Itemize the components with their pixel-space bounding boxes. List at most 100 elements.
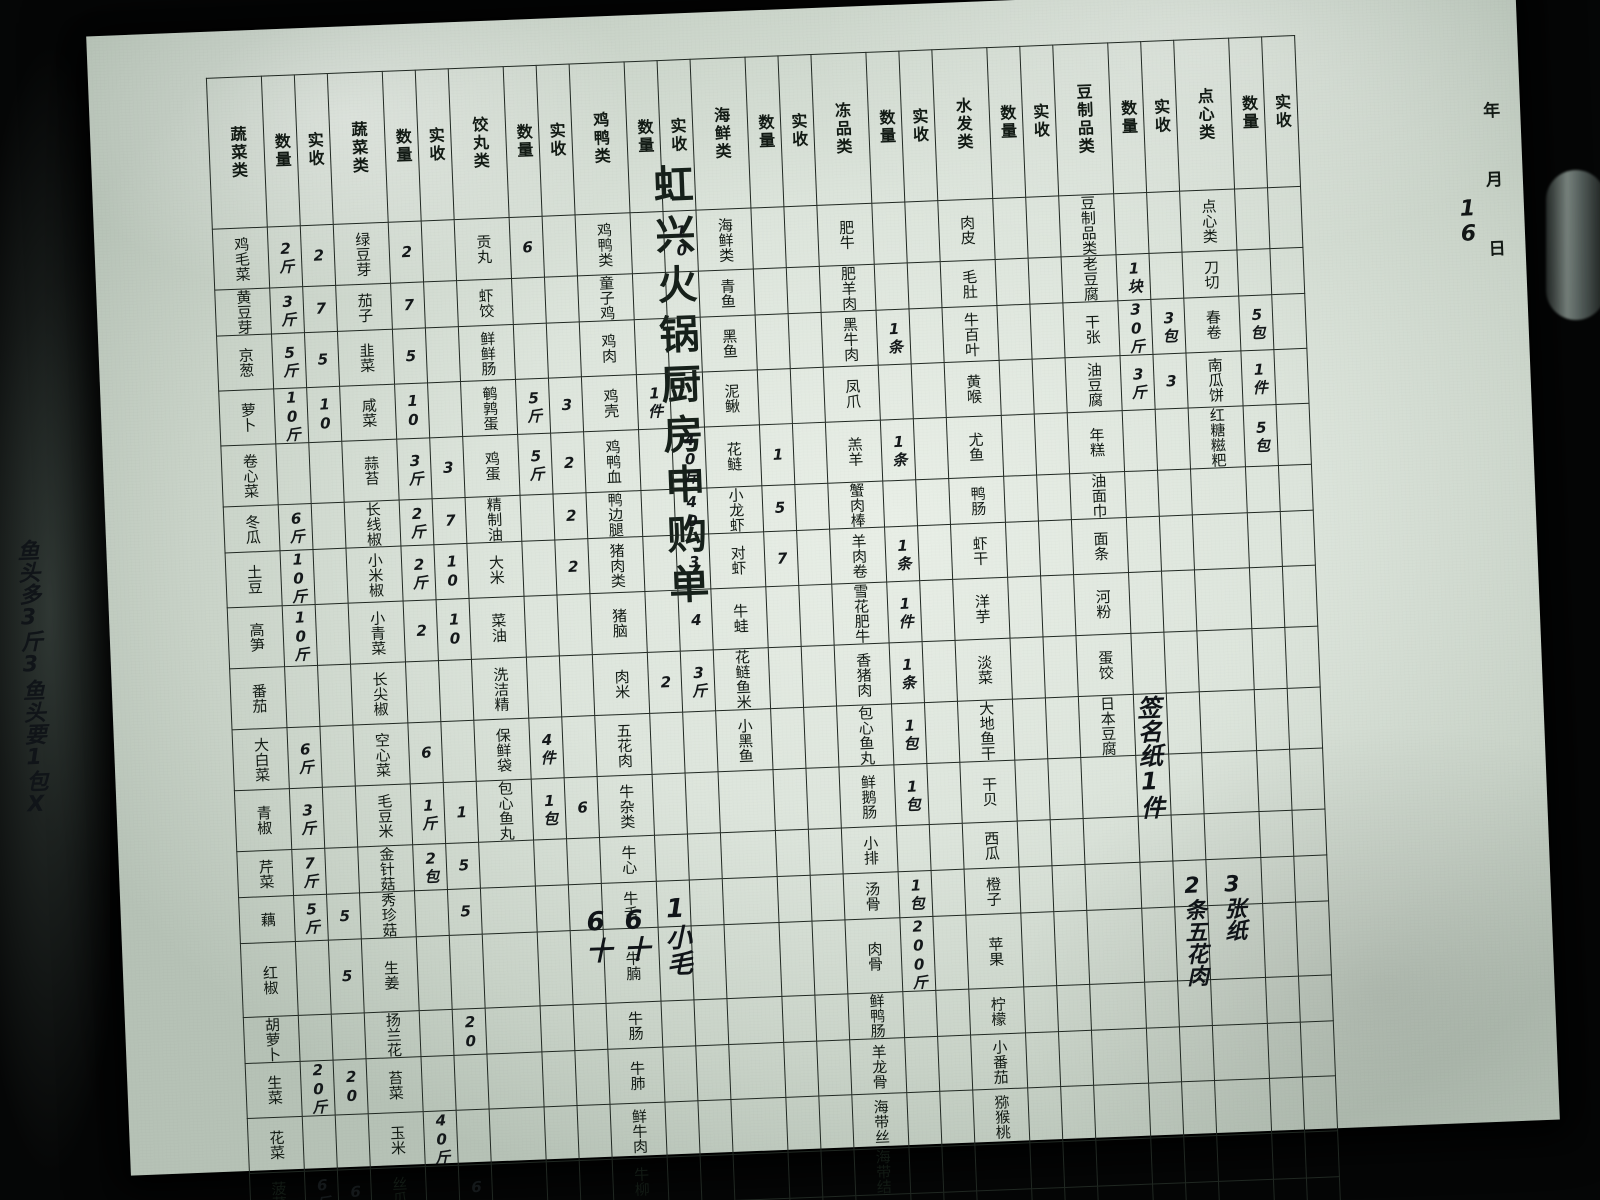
cell-qty[interactable] — [537, 930, 574, 1006]
cell-qty[interactable]: 200斤 — [899, 916, 936, 992]
cell-qty[interactable] — [788, 1151, 823, 1199]
cell-recv[interactable] — [1060, 1085, 1096, 1142]
cell-recv[interactable] — [926, 762, 963, 825]
cell-recv[interactable]: 5 — [328, 938, 365, 1015]
cell-qty[interactable] — [1256, 749, 1292, 812]
cell-qty[interactable] — [667, 1155, 702, 1200]
cell-qty[interactable] — [1267, 1022, 1303, 1079]
cell-qty[interactable] — [632, 272, 668, 320]
cell-recv[interactable]: 2 — [550, 431, 586, 495]
cell-qty[interactable]: 6斤 — [278, 503, 313, 551]
cell-recv[interactable] — [1045, 696, 1081, 759]
cell-qty[interactable]: 6 — [509, 216, 545, 279]
cell-qty[interactable] — [419, 1009, 454, 1057]
cell-qty[interactable]: 5斤 — [293, 894, 329, 942]
cell-qty[interactable]: 1条 — [876, 308, 912, 366]
cell-qty[interactable] — [642, 535, 678, 592]
cell-qty[interactable] — [654, 834, 690, 882]
cell-recv[interactable] — [1171, 813, 1206, 861]
cell-qty[interactable] — [1245, 465, 1281, 513]
cell-qty[interactable] — [1017, 819, 1052, 868]
cell-recv[interactable] — [1050, 818, 1085, 866]
cell-qty[interactable] — [992, 197, 1029, 260]
cell-recv[interactable]: 2 — [554, 538, 590, 595]
cell-qty[interactable] — [1124, 470, 1160, 518]
cell-recv[interactable] — [1291, 808, 1327, 857]
cell-recv[interactable] — [1058, 1030, 1094, 1087]
cell-qty[interactable] — [1251, 627, 1288, 690]
cell-qty[interactable] — [908, 1146, 944, 1194]
cell-recv[interactable]: 20 — [452, 1008, 487, 1056]
cell-recv[interactable] — [669, 372, 705, 429]
cell-qty[interactable] — [778, 921, 815, 997]
cell-qty[interactable] — [1128, 571, 1164, 634]
cell-recv[interactable] — [808, 827, 844, 876]
cell-recv[interactable] — [1053, 910, 1090, 986]
cell-qty[interactable] — [414, 889, 450, 937]
cell-recv[interactable] — [317, 664, 353, 727]
cell-qty[interactable]: 5斤 — [271, 332, 307, 389]
cell-recv[interactable] — [324, 846, 360, 895]
cell-qty[interactable] — [1003, 475, 1039, 523]
cell-recv[interactable]: 20 — [333, 1058, 369, 1116]
cell-qty[interactable]: 1块 — [1116, 253, 1151, 301]
cell-recv[interactable] — [685, 771, 721, 835]
cell-qty[interactable] — [634, 318, 670, 375]
cell-recv[interactable] — [811, 919, 848, 996]
cell-qty[interactable] — [302, 1115, 338, 1172]
cell-qty[interactable] — [1152, 1182, 1188, 1200]
cell-recv[interactable] — [1280, 510, 1316, 567]
cell-recv[interactable] — [1168, 752, 1205, 816]
cell-recv[interactable] — [1269, 247, 1305, 295]
cell-recv[interactable] — [1038, 519, 1074, 576]
cell-qty[interactable]: 5斤 — [515, 378, 551, 435]
cell-recv[interactable] — [1289, 748, 1325, 811]
cell-recv[interactable] — [919, 579, 956, 642]
cell-recv[interactable] — [544, 275, 580, 324]
cell-qty[interactable] — [996, 304, 1033, 361]
cell-recv[interactable] — [331, 1012, 367, 1061]
cell-qty[interactable] — [995, 258, 1030, 306]
cell-qty[interactable] — [772, 768, 809, 831]
cell-recv[interactable] — [786, 266, 822, 314]
cell-recv[interactable] — [792, 422, 828, 485]
cell-qty[interactable] — [513, 323, 549, 380]
cell-qty[interactable] — [640, 489, 676, 537]
cell-qty[interactable]: 3斤 — [396, 437, 433, 501]
cell-qty[interactable] — [1148, 1081, 1184, 1139]
cell-recv[interactable] — [573, 1003, 608, 1051]
cell-qty[interactable] — [1010, 636, 1046, 700]
cell-qty[interactable] — [523, 594, 560, 658]
cell-qty[interactable]: 1条 — [880, 418, 916, 482]
cell-recv[interactable] — [1146, 191, 1182, 254]
cell-qty[interactable] — [420, 1055, 457, 1112]
cell-recv[interactable]: 3斤 — [680, 649, 716, 713]
cell-recv[interactable]: 6 — [458, 1163, 494, 1200]
cell-recv[interactable] — [917, 524, 953, 581]
cell-qty[interactable] — [544, 1105, 580, 1162]
cell-recv[interactable] — [1267, 186, 1303, 249]
cell-recv[interactable] — [319, 725, 356, 788]
cell-qty[interactable]: 10斤 — [282, 604, 318, 667]
cell-recv[interactable] — [335, 1113, 371, 1171]
cell-recv[interactable] — [312, 548, 349, 605]
cell-qty[interactable]: 6斤 — [286, 726, 323, 789]
cell-recv[interactable] — [440, 720, 477, 783]
cell-recv[interactable] — [1300, 1020, 1336, 1078]
cell-recv[interactable] — [315, 603, 351, 666]
cell-qty[interactable]: 7 — [390, 281, 426, 330]
cell-qty[interactable] — [649, 712, 686, 775]
cell-qty[interactable] — [1029, 1141, 1065, 1189]
cell-recv[interactable] — [932, 915, 969, 991]
cell-recv[interactable] — [1282, 565, 1318, 628]
cell-recv[interactable] — [803, 706, 839, 769]
cell-qty[interactable]: 1斤 — [410, 782, 446, 845]
cell-qty[interactable]: 7 — [763, 530, 799, 587]
cell-qty[interactable]: 20斤 — [300, 1060, 336, 1117]
cell-qty[interactable]: 4件 — [528, 716, 565, 780]
cell-qty[interactable] — [1139, 860, 1175, 909]
cell-recv[interactable] — [687, 832, 723, 880]
cell-recv[interactable] — [689, 878, 725, 926]
cell-qty[interactable] — [1265, 976, 1301, 1024]
cell-recv[interactable]: 40 — [673, 487, 709, 536]
